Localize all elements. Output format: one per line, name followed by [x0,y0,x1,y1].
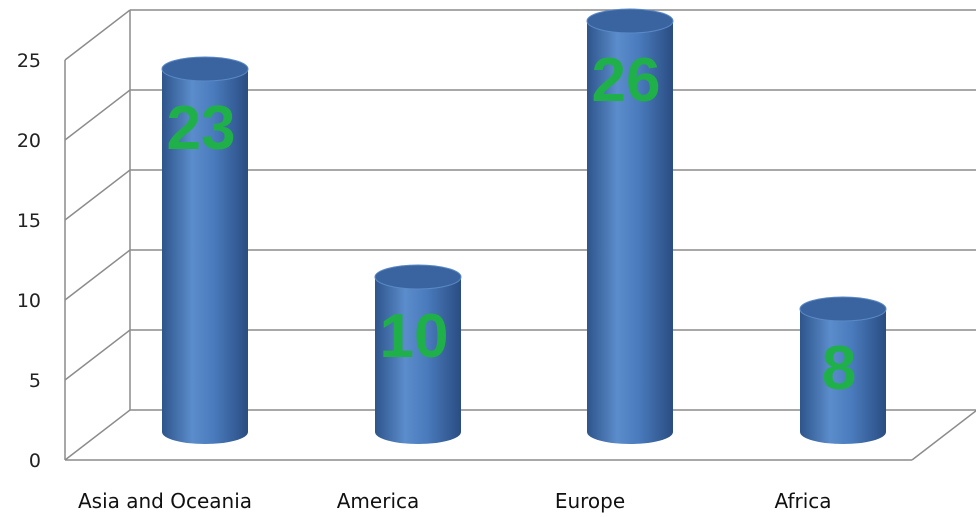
category-label: America [337,489,420,513]
bars: 23 10 26 8 [161,8,887,444]
floor-right-edge [911,409,976,461]
data-label: 23 [167,94,236,163]
chart-walls [64,10,976,461]
bar-body [587,21,673,444]
y-tick-label: 20 [17,130,41,152]
gridline-diagonal [64,329,131,381]
bar-top [374,264,462,290]
data-label: 10 [380,302,449,371]
gridline-diagonal [64,169,131,221]
bar-3: 26 [586,8,674,444]
bar-body [800,309,886,444]
gridline-diagonal [64,409,131,461]
gridline-diagonal [64,249,131,301]
category-label: Africa [774,489,831,513]
gridlines [64,9,976,461]
gridline-diagonal [64,89,131,141]
y-tick-label: 5 [29,370,41,392]
category-label: Asia and Oceania [78,489,252,513]
data-label: 8 [822,334,856,403]
gridline-diagonal [64,9,131,61]
y-axis-tick-labels: 0 5 10 15 20 25 [17,50,41,472]
y-tick-label: 25 [17,50,41,72]
bar-body [162,69,248,444]
y-tick-label: 15 [17,210,41,232]
category-label: Europe [555,489,625,513]
bar-body [375,277,461,444]
bar-top [161,56,249,82]
bar-1: 23 [161,56,249,444]
x-axis-category-labels: Asia and Oceania America Europe Africa [78,489,832,513]
y-tick-label: 0 [29,450,41,472]
bar-2: 10 [374,264,462,444]
bar-4: 8 [799,296,887,444]
bar-top [799,296,887,322]
y-tick-label: 10 [17,290,41,312]
bar-top [586,8,674,34]
data-label: 26 [592,46,661,115]
